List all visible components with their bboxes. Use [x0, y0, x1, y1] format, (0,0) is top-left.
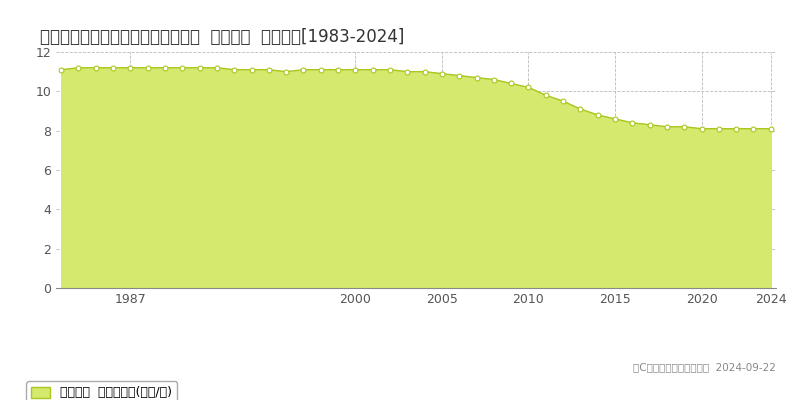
- Text: （C）土地価格ドットコム  2024-09-22: （C）土地価格ドットコム 2024-09-22: [633, 362, 776, 372]
- Text: 宮崎県都城市下川東１丁目７号８番  基準地価  地価推移[1983-2024]: 宮崎県都城市下川東１丁目７号８番 基準地価 地価推移[1983-2024]: [40, 28, 404, 46]
- Legend: 基準地価  平均坪単価(万円/坪): 基準地価 平均坪単価(万円/坪): [26, 382, 177, 400]
